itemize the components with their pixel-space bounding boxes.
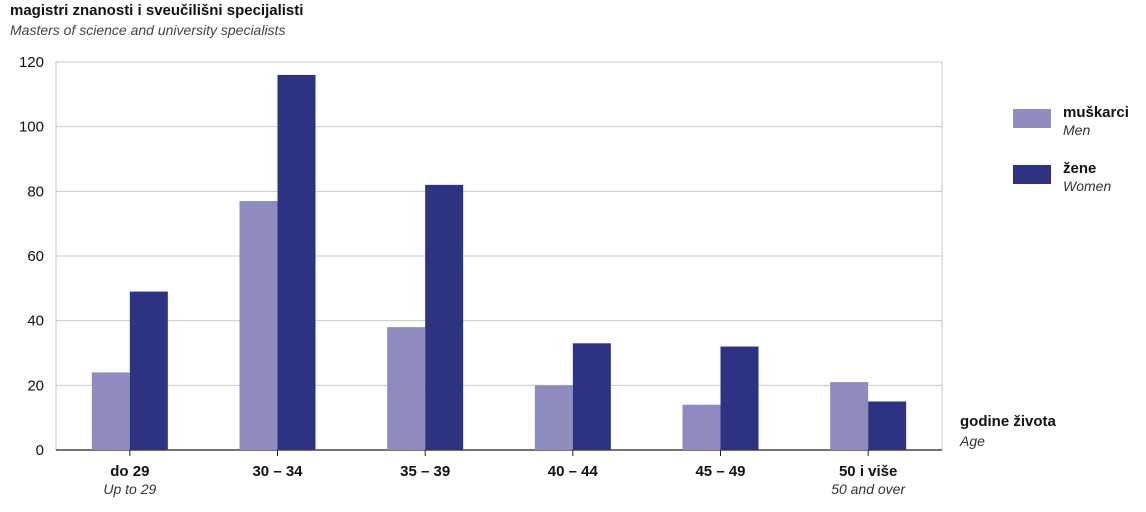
chart-subtitle: Masters of science and university specia… — [10, 22, 286, 38]
legend-sublabel-men: Men — [1063, 122, 1091, 138]
x-category-label: 30 – 34 — [252, 463, 303, 480]
bar-men — [239, 201, 278, 450]
bar-men — [682, 404, 721, 450]
bar-women — [720, 346, 759, 450]
y-tick-label: 100 — [19, 119, 44, 136]
x-category-label: 35 – 39 — [400, 463, 450, 480]
bar-women — [129, 291, 168, 450]
y-tick-label: 120 — [19, 54, 44, 71]
x-category-label: 40 – 44 — [548, 463, 599, 480]
chart-title: magistri znanosti i sveučilišni specijal… — [10, 2, 304, 19]
bar-men — [830, 382, 869, 450]
legend-swatch-men — [1013, 109, 1051, 128]
x-category-sublabel: Up to 29 — [103, 481, 156, 497]
x-category-label: do 29 — [110, 463, 149, 480]
legend-label-women: žene — [1063, 160, 1097, 177]
legend-swatch-women — [1013, 165, 1051, 184]
y-tick-label: 20 — [27, 377, 44, 394]
x-axis-subtitle: Age — [960, 433, 985, 449]
legend-sublabel-women: Women — [1063, 178, 1112, 194]
bar-women — [425, 184, 464, 450]
y-tick-label: 0 — [36, 442, 44, 459]
bar-men — [534, 385, 573, 450]
y-tick-label: 80 — [27, 183, 44, 200]
bar-women — [868, 401, 907, 450]
legend-label-men: muškarci — [1063, 104, 1129, 121]
y-tick-label: 40 — [27, 313, 44, 330]
bar-women — [572, 343, 611, 450]
y-tick-label: 60 — [27, 248, 44, 265]
x-category-sublabel: 50 and over — [831, 481, 906, 497]
x-category-label: 45 – 49 — [695, 463, 745, 480]
bar-men — [387, 327, 426, 450]
bar-women — [277, 74, 316, 450]
x-axis-title: godine života — [960, 413, 1056, 430]
bar-men — [91, 372, 130, 450]
x-category-label: 50 i više — [839, 463, 897, 480]
